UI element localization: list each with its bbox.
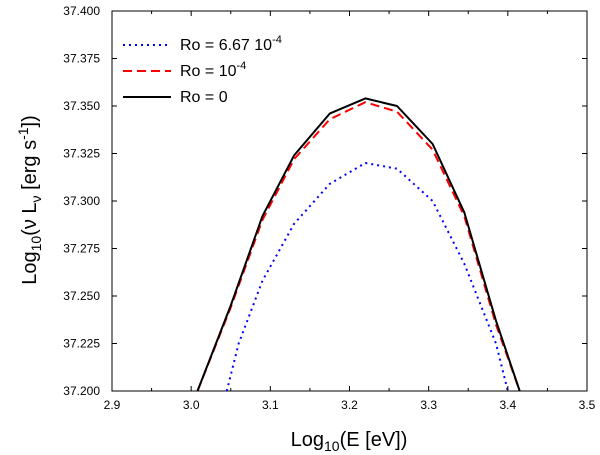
x-axis-title: Log10(E [eV]) xyxy=(291,429,408,454)
legend: Ro = 6.67 10-4Ro = 10-4Ro = 0 xyxy=(123,34,282,106)
y-axis-title-sub2: ν xyxy=(28,195,44,202)
y-axis-title: Log10(ν Lν [erg s-1]) xyxy=(15,115,44,285)
y-axis-title-mid: (ν L xyxy=(19,202,41,235)
legend-label-text: Ro = 6.67 10 xyxy=(180,37,272,54)
series-layer xyxy=(196,97,521,391)
x-axis-title-pre: Log xyxy=(291,429,324,451)
x-tick-label: 2.9 xyxy=(104,398,121,412)
y-axis-title-mid2: [erg s xyxy=(19,140,41,196)
y-tick-label: 37.225 xyxy=(63,337,100,351)
y-tick-label: 37.300 xyxy=(63,194,100,208)
legend-label: Ro = 0 xyxy=(180,89,228,106)
y-axis-title-post: ]) xyxy=(19,115,41,127)
y-tick-label: 37.250 xyxy=(63,289,100,303)
y-tick-label: 37.325 xyxy=(63,147,100,161)
series-line-dashed xyxy=(196,101,521,391)
y-axis-title-sub: 10 xyxy=(28,236,44,252)
y-axis-title-pre: Log xyxy=(19,251,41,284)
legend-label: Ro = 10-4 xyxy=(180,60,246,80)
legend-label: Ro = 6.67 10-4 xyxy=(180,34,282,54)
y-tick-label: 37.200 xyxy=(63,384,100,398)
y-tick-label: 37.275 xyxy=(63,242,100,256)
series-line-dotted xyxy=(225,162,509,391)
x-axis-title-post: (E [eV]) xyxy=(340,429,408,451)
x-tick-label: 3.1 xyxy=(262,398,279,412)
y-axis-title-sup: -1 xyxy=(15,127,31,140)
series-line-solid xyxy=(196,97,521,391)
x-tick-label: 3.3 xyxy=(420,398,437,412)
x-tick-label: 3.5 xyxy=(579,398,596,412)
legend-label-text: Ro = 10 xyxy=(180,63,237,80)
legend-label-exponent: -4 xyxy=(272,34,282,46)
tick-layer: 2.9 3.0 3.1 3.2 3.3 3.4 3.5 37.200 37.225 37.250 3… xyxy=(63,4,595,412)
y-tick-label: 37.375 xyxy=(63,52,100,66)
x-tick-label: 3.2 xyxy=(341,398,358,412)
x-axis-title-sub: 10 xyxy=(324,438,340,454)
legend-label-exponent: -4 xyxy=(236,60,246,72)
y-tick-label: 37.350 xyxy=(63,99,100,113)
x-tick-label: 3.0 xyxy=(183,398,200,412)
y-tick-label: 37.400 xyxy=(63,4,100,18)
x-tick-label: 3.4 xyxy=(499,398,516,412)
legend-label-text: Ro = 0 xyxy=(180,89,228,106)
